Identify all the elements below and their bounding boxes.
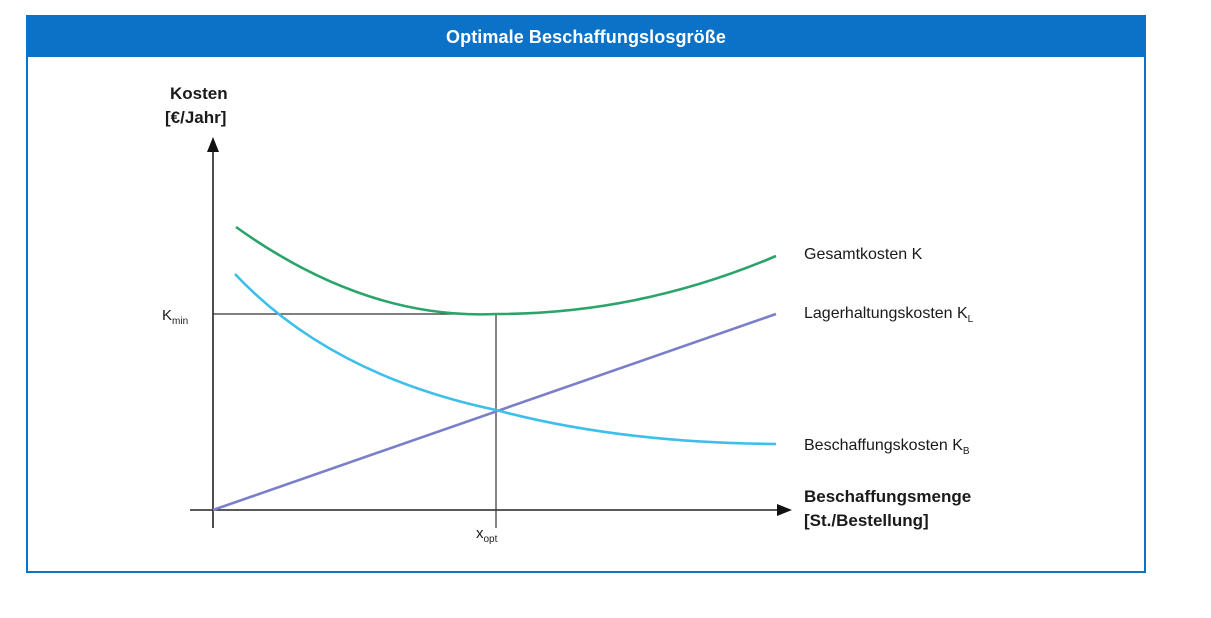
diagram-frame: Optimale Beschaffungslosgröße	[26, 15, 1146, 573]
diagram-title: Optimale Beschaffungslosgröße	[28, 17, 1144, 57]
